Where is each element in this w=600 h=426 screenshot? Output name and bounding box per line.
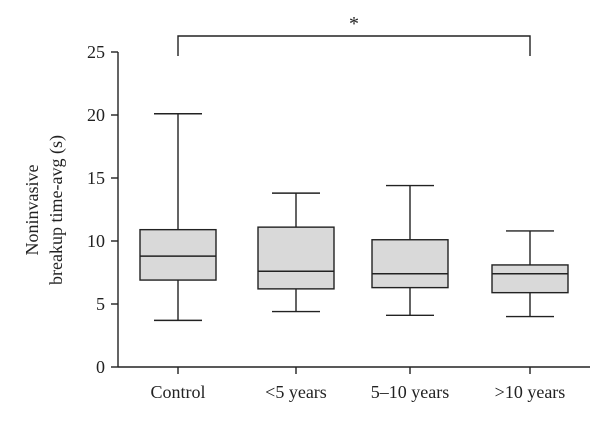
- box-3: [371, 184, 449, 317]
- y-axis-title-line-1: Noninvasive: [22, 164, 42, 255]
- box-4: [491, 230, 569, 318]
- box-1: [139, 113, 217, 322]
- x-tick-label: <5 years: [265, 382, 327, 402]
- axes: [117, 52, 590, 368]
- significance-line: [177, 35, 531, 56]
- iqr-box: [491, 264, 569, 294]
- iqr-box: [257, 226, 335, 290]
- x-tick-label: 5–10 years: [371, 382, 449, 402]
- y-tick-label: 10: [87, 231, 105, 251]
- iqr-box: [139, 228, 217, 281]
- x-tick-labels: Control <5 years 5–10 years >10 years: [150, 367, 565, 402]
- y-axis-title: Noninvasive breakup time-avg (s): [22, 135, 67, 285]
- y-ticks: 0 5 10 15 20 25: [87, 42, 118, 377]
- box-2: [257, 192, 335, 313]
- x-tick-label: Control: [150, 382, 205, 402]
- y-tick-label: 25: [87, 42, 105, 62]
- y-axis-title-line-2: breakup time-avg (s): [46, 135, 67, 285]
- significance-label: *: [349, 13, 359, 35]
- iqr-box: [371, 239, 449, 289]
- y-tick-label: 5: [96, 294, 105, 314]
- boxes: [139, 113, 569, 322]
- y-tick-label: 0: [96, 357, 105, 377]
- y-tick-label: 20: [87, 105, 105, 125]
- y-tick-label: 15: [87, 168, 105, 188]
- x-tick-label: >10 years: [495, 382, 566, 402]
- significance-bracket: *: [177, 13, 531, 56]
